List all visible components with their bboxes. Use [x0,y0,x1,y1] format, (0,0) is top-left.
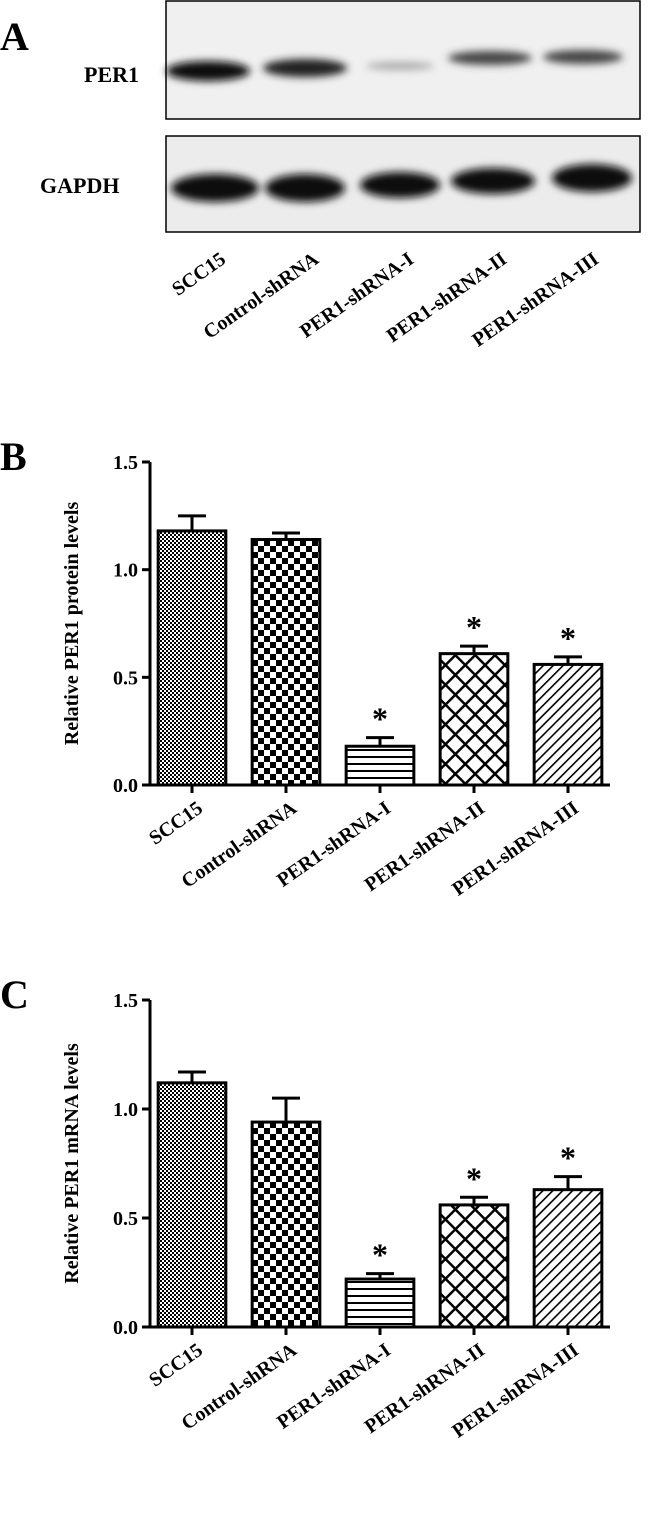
blot-row-label: PER1 [84,62,139,87]
bar [250,538,322,787]
significance-mark: * [372,1237,388,1273]
lane-label: SCC15 [168,248,230,300]
significance-mark: * [466,1160,482,1196]
bar [438,652,510,787]
y-tick-label: 0.0 [113,775,138,797]
significance-mark: * [466,609,482,645]
significance-mark: * [372,701,388,737]
y-tick-label: 1.0 [113,1099,138,1121]
blot-bands [166,50,632,202]
y-tick-label: 0.5 [113,667,138,689]
bar [250,1120,322,1329]
x-tick-label: SCC15 [145,797,207,849]
bar [438,1203,510,1329]
bar [156,1081,228,1329]
y-tick-label: 1.0 [113,560,138,582]
y-tick-label: 0.0 [113,1317,138,1339]
y-tick-label: 1.5 [113,990,138,1012]
bar [532,662,604,787]
y-axis-title: Relative PER1 mRNA levels [61,1043,83,1284]
panel-label: B [0,434,27,479]
bar [532,1188,604,1329]
bar [344,1277,416,1329]
x-tick-label: SCC15 [145,1339,207,1391]
significance-mark: * [560,1140,576,1176]
y-axis-title: Relative PER1 protein levels [61,502,83,746]
y-tick-label: 0.5 [113,1208,138,1230]
bar [344,744,416,787]
panel-label: A [0,14,29,59]
blot-panel: A PER1 GAPDH [0,0,641,233]
blot-row-label: GAPDH [40,173,119,198]
y-tick-label: 1.5 [113,452,138,474]
significance-mark: * [560,620,576,656]
panel-label: C [0,972,29,1017]
bar [156,529,228,787]
